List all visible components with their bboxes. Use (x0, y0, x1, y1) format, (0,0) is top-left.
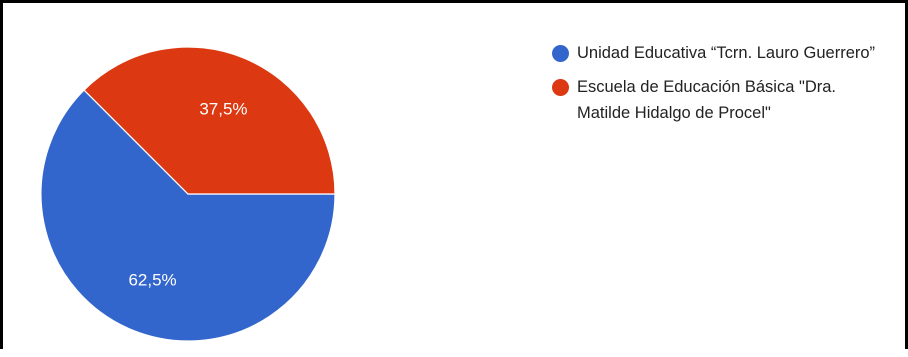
chart-legend: Unidad Educativa “Tcrn. Lauro Guerrero” … (552, 40, 902, 134)
slice-label-unidad-educativa: 62,5% (128, 271, 176, 290)
legend-label-escuela-educacion-basica: Escuela de Educación Básica "Dra. Matild… (577, 78, 836, 122)
chart-frame: 62,5% 37,5% Unidad Educativa “Tcrn. Lauro… (0, 0, 908, 349)
legend-swatch-unidad-educativa (552, 45, 569, 62)
legend-swatch-escuela-educacion-basica (552, 79, 569, 96)
pie-slice-unidad-educativa[interactable] (40, 89, 336, 342)
legend-label-unidad-educativa: Unidad Educativa “Tcrn. Lauro Guerrero” (577, 44, 876, 62)
pie-chart-area: 62,5% 37,5% (3, 3, 383, 352)
slice-label-escuela-educacion-basica: 37,5% (199, 99, 247, 118)
legend-item-escuela-educacion-basica[interactable]: Escuela de Educación Básica "Dra. Matild… (552, 74, 902, 126)
pie-chart: 62,5% 37,5% (40, 46, 336, 342)
pie-slice-escuela-educacion-basica[interactable] (83, 46, 336, 195)
legend-item-unidad-educativa[interactable]: Unidad Educativa “Tcrn. Lauro Guerrero” (552, 40, 902, 66)
